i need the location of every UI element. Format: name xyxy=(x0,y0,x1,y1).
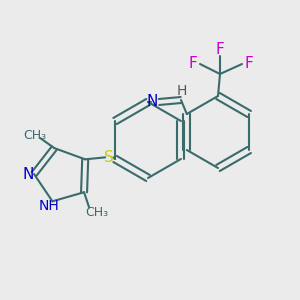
Text: CH₃: CH₃ xyxy=(24,129,47,142)
Text: N: N xyxy=(22,167,34,182)
Text: F: F xyxy=(244,56,253,71)
Text: F: F xyxy=(216,41,224,56)
Text: N: N xyxy=(146,94,158,110)
Text: CH₃: CH₃ xyxy=(85,206,109,219)
Text: S: S xyxy=(104,150,114,165)
Text: F: F xyxy=(189,56,197,71)
Text: H: H xyxy=(177,84,187,98)
Text: NH: NH xyxy=(39,199,60,213)
